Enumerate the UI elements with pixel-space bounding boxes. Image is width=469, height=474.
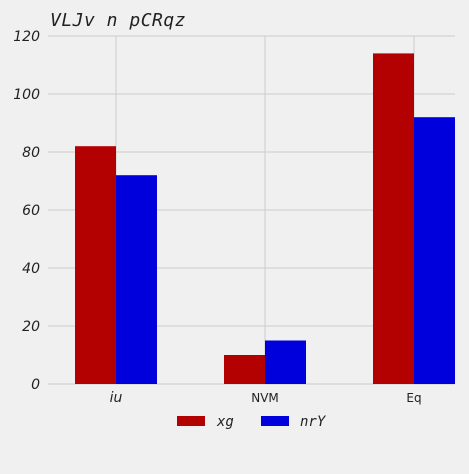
x-tick-label: iu	[110, 390, 123, 406]
y-tick-label: 100	[13, 87, 40, 103]
bar-nrY-Eq	[414, 117, 455, 384]
y-tick-label: 60	[22, 203, 40, 219]
bar-nrY-iu	[116, 175, 157, 384]
legend-swatch-xg	[177, 416, 205, 426]
bar-xg-NVM	[224, 355, 265, 384]
bar-xg-iu	[75, 146, 116, 384]
y-tick-label: 80	[22, 145, 40, 161]
bar-nrY-NVM	[265, 340, 306, 384]
y-tick-label: 0	[31, 377, 40, 393]
x-tick-label: NVM	[251, 391, 279, 405]
x-tick-label: Eq	[406, 391, 421, 405]
y-tick-label: 40	[22, 261, 40, 277]
legend-label-nrY: nrY	[300, 414, 327, 430]
y-tick-label: 20	[22, 319, 40, 335]
y-tick-label: 120	[13, 29, 40, 45]
chart-title: VLJv n pCRqz	[50, 10, 187, 31]
bar-xg-Eq	[373, 53, 414, 385]
legend-swatch-nrY	[261, 416, 289, 426]
legend-label-xg: xg	[216, 414, 234, 430]
